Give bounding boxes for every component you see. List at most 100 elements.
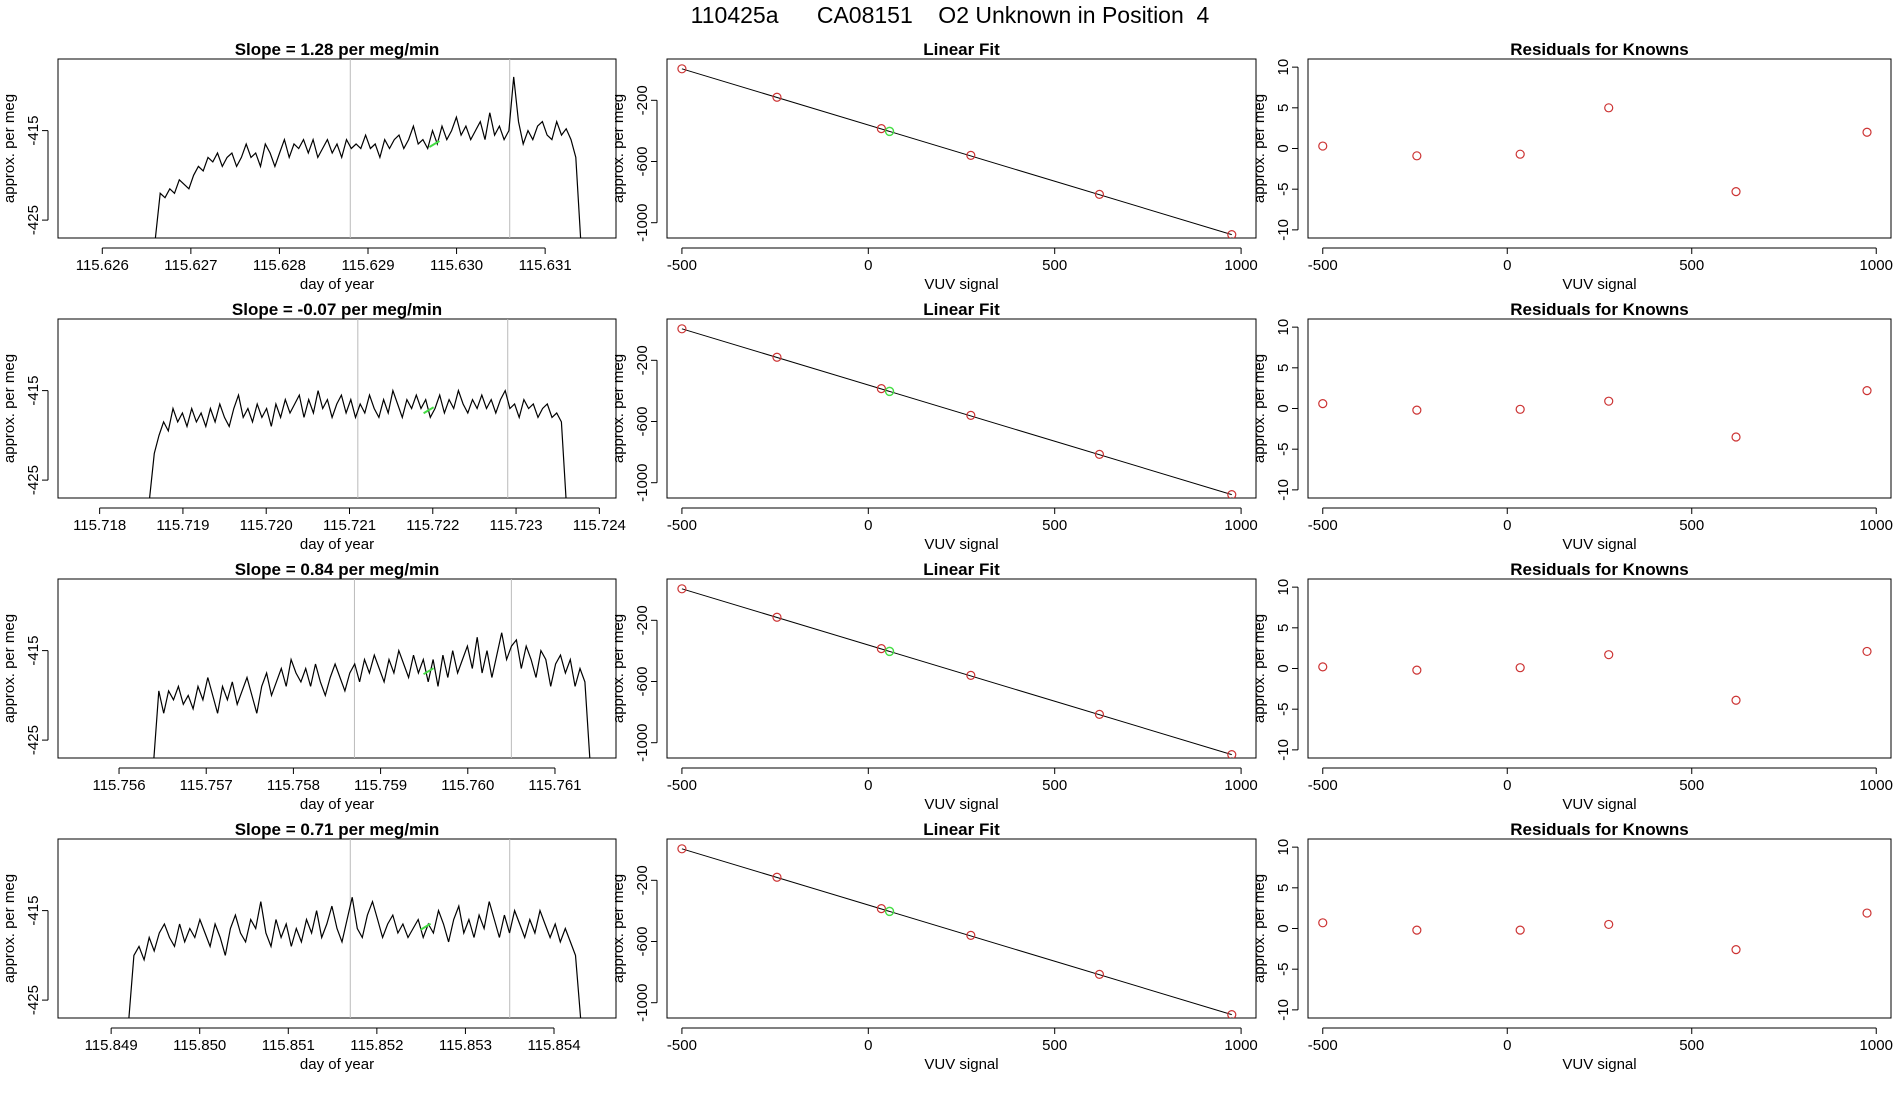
- residual-point: [1515, 663, 1525, 673]
- plot-area: [1318, 646, 1872, 705]
- plot-frame: [666, 58, 1257, 239]
- x-axis-label: day of year: [300, 536, 374, 553]
- plot-area: [677, 64, 1237, 238]
- residual-point: [1412, 151, 1422, 161]
- x-tick-label: 115.757: [180, 777, 233, 794]
- y-tick-label: -10: [1275, 479, 1292, 501]
- plot-frame: [1307, 578, 1892, 759]
- residual-point: [1318, 918, 1328, 928]
- y-tick-label: -5: [1275, 703, 1292, 716]
- y-axis-label: approx. per meg: [1251, 94, 1268, 203]
- residual-point: [1318, 141, 1328, 151]
- unknown-marker: [423, 406, 435, 415]
- x-tick-label: 500: [1679, 517, 1704, 534]
- known-point: [772, 352, 782, 362]
- unknown-point: [884, 386, 895, 397]
- plot-frame: [666, 838, 1257, 1019]
- x-tick-label: 500: [1679, 257, 1704, 274]
- plot-frame: [1307, 58, 1892, 239]
- known-point: [677, 324, 687, 334]
- plot-area: [128, 839, 582, 1018]
- residual-point: [1862, 646, 1872, 657]
- residual-point: [1412, 405, 1422, 415]
- plot-frame: [1307, 318, 1892, 499]
- y-tick-label: -200: [634, 865, 651, 895]
- plot-area: [677, 844, 1237, 1018]
- unknown-point: [884, 646, 895, 657]
- residual-point: [1412, 925, 1422, 935]
- panel-title: Linear Fit: [923, 40, 1000, 59]
- x-axis-label: VUV signal: [924, 796, 998, 813]
- signal-trace: [149, 388, 567, 498]
- known-point: [1227, 1010, 1237, 1018]
- residual-point: [1731, 945, 1741, 955]
- y-tick-label: 5: [1275, 104, 1292, 112]
- x-tick-label: 115.721: [323, 517, 376, 534]
- y-tick-label: -415: [25, 116, 42, 146]
- plot-frame: [57, 58, 617, 239]
- known-point: [966, 670, 976, 680]
- known-point: [1227, 490, 1237, 498]
- known-point: [772, 92, 782, 102]
- y-tick-label: 5: [1275, 884, 1292, 892]
- x-tick-label: -500: [1308, 517, 1338, 534]
- y-tick-label: -1000: [634, 724, 651, 762]
- known-point: [677, 584, 687, 594]
- signal-trace: [128, 897, 582, 1018]
- y-axis-label: approx. per meg: [610, 614, 627, 723]
- x-axis-label: day of year: [300, 1056, 374, 1073]
- y-tick-label: -425: [25, 465, 42, 495]
- y-tick-label: 5: [1275, 364, 1292, 372]
- signal-trace: [153, 632, 591, 758]
- x-tick-label: 0: [864, 517, 872, 534]
- x-tick-label: 1000: [1224, 1037, 1257, 1054]
- plot-area: [153, 579, 591, 758]
- x-tick-label: 115.724: [573, 517, 626, 534]
- x-tick-label: -500: [667, 1037, 697, 1054]
- y-tick-label: -415: [25, 896, 42, 926]
- y-tick-label: -200: [634, 605, 651, 635]
- x-tick-label: 0: [1503, 517, 1511, 534]
- residual-point: [1318, 662, 1328, 672]
- residual-point: [1515, 404, 1525, 414]
- x-axis-label: day of year: [300, 796, 374, 813]
- x-tick-label: 1000: [1860, 257, 1893, 274]
- x-tick-label: 115.630: [430, 257, 483, 274]
- panel-8: Linear Fit -500 0 500 1000 VUV signal -200 -600…: [610, 560, 1258, 813]
- x-axis-label: VUV signal: [924, 536, 998, 553]
- fit-line: [681, 848, 1232, 1016]
- y-axis-label: approx. per meg: [1, 874, 18, 983]
- x-tick-label: 500: [1042, 1037, 1067, 1054]
- known-point: [772, 612, 782, 622]
- y-tick-label: -600: [634, 926, 651, 956]
- x-tick-label: 115.759: [354, 777, 407, 794]
- y-axis-label: approx. per meg: [1251, 354, 1268, 463]
- signal-trace: [154, 76, 582, 238]
- x-tick-label: 115.723: [490, 517, 543, 534]
- x-tick-label: 1000: [1860, 777, 1893, 794]
- unknown-marker: [428, 140, 440, 148]
- plot-frame: [57, 318, 617, 499]
- panel-title: Residuals for Knowns: [1510, 560, 1689, 579]
- known-point: [1227, 230, 1237, 238]
- residual-point: [1318, 399, 1328, 409]
- residual-point: [1515, 925, 1525, 935]
- plot-area: [149, 319, 567, 498]
- y-tick-label: 5: [1275, 624, 1292, 632]
- panel-title: Residuals for Knowns: [1510, 300, 1689, 319]
- fit-line: [681, 588, 1232, 756]
- plot-area: [1318, 386, 1872, 442]
- known-point: [966, 930, 976, 940]
- x-tick-label: -500: [667, 257, 697, 274]
- fit-line: [681, 328, 1232, 496]
- known-point: [876, 904, 886, 914]
- x-tick-label: 0: [864, 257, 872, 274]
- panel-1: Slope = 1.28 per meg/min 115.626 115.627 11…: [1, 40, 617, 293]
- y-tick-label: 10: [1275, 839, 1292, 856]
- y-axis-label: approx. per meg: [1, 94, 18, 203]
- x-tick-label: 1000: [1224, 777, 1257, 794]
- y-axis-label: approx. per meg: [1251, 874, 1268, 983]
- panel-title: Residuals for Knowns: [1510, 40, 1689, 59]
- x-tick-label: 500: [1679, 777, 1704, 794]
- y-axis-label: approx. per meg: [1251, 614, 1268, 723]
